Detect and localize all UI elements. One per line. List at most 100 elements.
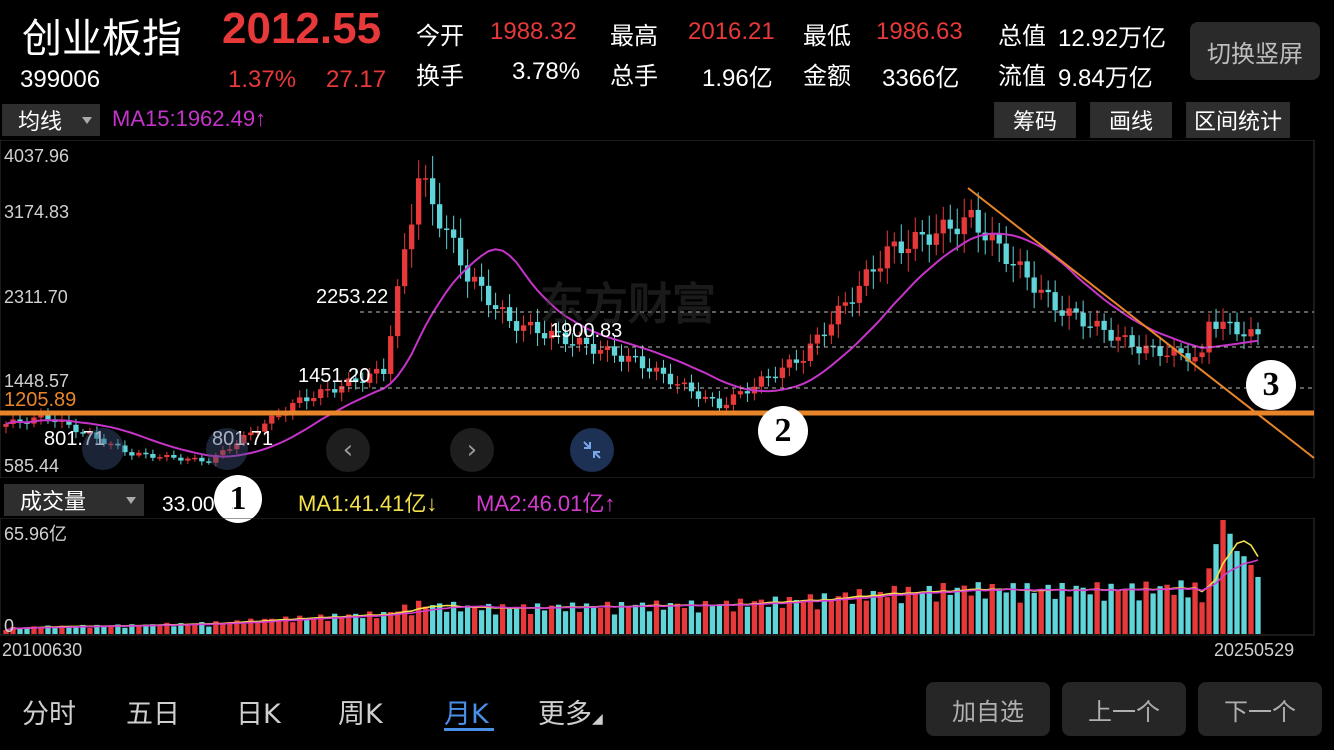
kline-chart[interactable] bbox=[0, 140, 1334, 478]
volume-bar bbox=[1066, 596, 1072, 634]
volume-bar bbox=[346, 614, 352, 634]
candle-body bbox=[464, 265, 471, 282]
volume-bar bbox=[220, 623, 226, 634]
volume-bar bbox=[129, 624, 135, 634]
zoom-out-button[interactable] bbox=[82, 428, 124, 470]
volume-bar bbox=[639, 602, 646, 634]
volume-bar bbox=[716, 605, 723, 634]
candle-body bbox=[758, 376, 765, 387]
candle-body bbox=[185, 458, 191, 461]
volume-bar bbox=[1199, 602, 1205, 634]
candle-body bbox=[360, 381, 366, 383]
volume-bar bbox=[1017, 602, 1023, 634]
candle-body bbox=[101, 438, 107, 445]
candle-body bbox=[1045, 289, 1051, 293]
candle-body bbox=[667, 373, 674, 385]
vol-ma1-label: MA1:41.41亿 bbox=[298, 491, 427, 516]
candle-body bbox=[884, 246, 890, 269]
volume-bar bbox=[59, 625, 65, 634]
volume-bar bbox=[674, 603, 681, 634]
candle-body bbox=[1234, 321, 1240, 335]
candle-body bbox=[248, 432, 254, 436]
volume-bar bbox=[625, 607, 632, 634]
volume-bar bbox=[234, 620, 240, 634]
volume-bar bbox=[1038, 588, 1044, 634]
volume-bar bbox=[255, 622, 261, 634]
tab-monthly-k[interactable]: 月K bbox=[444, 699, 489, 730]
draw-line-button[interactable]: 画线 bbox=[1090, 102, 1172, 138]
volume-chart[interactable] bbox=[0, 518, 1334, 636]
active-tab-indicator bbox=[444, 728, 494, 731]
tab-daily-k[interactable]: 日K bbox=[236, 699, 281, 730]
y-tick-4: 585.44 bbox=[4, 456, 60, 476]
chips-button[interactable]: 筹码 bbox=[994, 102, 1076, 138]
volume-bar bbox=[192, 624, 198, 634]
previous-button[interactable]: 上一个 bbox=[1062, 682, 1186, 736]
volume-bar bbox=[31, 626, 37, 634]
chevron-right-icon[interactable]: › bbox=[450, 428, 494, 472]
candle-body bbox=[206, 461, 212, 463]
volume-bar bbox=[178, 623, 184, 634]
volume-bar bbox=[828, 600, 834, 634]
candle-body bbox=[660, 367, 667, 374]
volume-indicator-select[interactable]: 成交量 bbox=[4, 484, 144, 516]
chevron-left-icon[interactable]: ‹ bbox=[326, 428, 370, 472]
volume-bar bbox=[80, 624, 86, 634]
candle-body bbox=[374, 368, 380, 374]
candle-body bbox=[1248, 329, 1254, 337]
volume-bar bbox=[150, 624, 156, 634]
candle-body bbox=[485, 285, 492, 306]
candle-body bbox=[961, 217, 967, 235]
volume-bar bbox=[842, 592, 848, 634]
range-stats-button[interactable]: 区间统计 bbox=[1186, 102, 1290, 138]
stat-volume-value: 1.96亿 bbox=[702, 65, 773, 92]
volume-bar bbox=[122, 627, 128, 634]
volume-bar bbox=[269, 618, 275, 634]
candle-body bbox=[164, 454, 170, 458]
tab-weekly-k[interactable]: 周K bbox=[338, 699, 383, 730]
candle-body bbox=[632, 355, 639, 358]
add-watchlist-button[interactable]: 加自选 bbox=[926, 682, 1050, 736]
candle-body bbox=[513, 321, 520, 331]
volume-bar bbox=[744, 606, 751, 634]
candle-body bbox=[646, 368, 653, 372]
volume-bar bbox=[947, 594, 953, 634]
volume-bar bbox=[276, 620, 282, 634]
candle-body bbox=[520, 325, 527, 331]
main-indicator-select[interactable]: 均线 bbox=[2, 104, 100, 136]
candle-body bbox=[1108, 329, 1114, 341]
volume-bar bbox=[1248, 564, 1254, 634]
volume-bar bbox=[835, 596, 841, 634]
volume-bar bbox=[450, 601, 457, 634]
tab-five-day[interactable]: 五日 bbox=[126, 699, 180, 730]
candle-body bbox=[569, 344, 576, 346]
switch-portrait-button[interactable]: 切换竖屏 bbox=[1190, 22, 1320, 80]
tab-more[interactable]: 更多◢ bbox=[538, 692, 603, 731]
volume-bar bbox=[688, 600, 695, 634]
index-name: 创业板指 bbox=[22, 16, 182, 62]
tab-intraday[interactable]: 分时 bbox=[22, 699, 76, 730]
candle-body bbox=[430, 178, 436, 205]
candle-body bbox=[737, 391, 744, 395]
candle-body bbox=[318, 389, 324, 398]
candle-body bbox=[534, 321, 541, 334]
candle-body bbox=[828, 324, 834, 336]
volume-bar bbox=[339, 617, 345, 634]
volume-bar bbox=[227, 621, 233, 634]
volume-bar bbox=[1234, 551, 1240, 634]
zoom-in-button[interactable] bbox=[206, 428, 248, 470]
volume-bar bbox=[101, 626, 107, 634]
candle-body bbox=[339, 385, 345, 393]
volume-bar bbox=[206, 626, 212, 634]
volume-bar bbox=[975, 582, 981, 634]
candle-body bbox=[416, 178, 422, 225]
next-button[interactable]: 下一个 bbox=[1198, 682, 1322, 736]
candle-body bbox=[227, 449, 233, 451]
candle-body bbox=[1199, 352, 1205, 358]
volume-bar bbox=[814, 609, 821, 634]
collapse-icon[interactable] bbox=[570, 428, 614, 472]
candle-body bbox=[457, 237, 464, 266]
candle-body bbox=[150, 453, 156, 458]
candle-body bbox=[912, 231, 918, 249]
candle-body bbox=[1066, 308, 1072, 316]
